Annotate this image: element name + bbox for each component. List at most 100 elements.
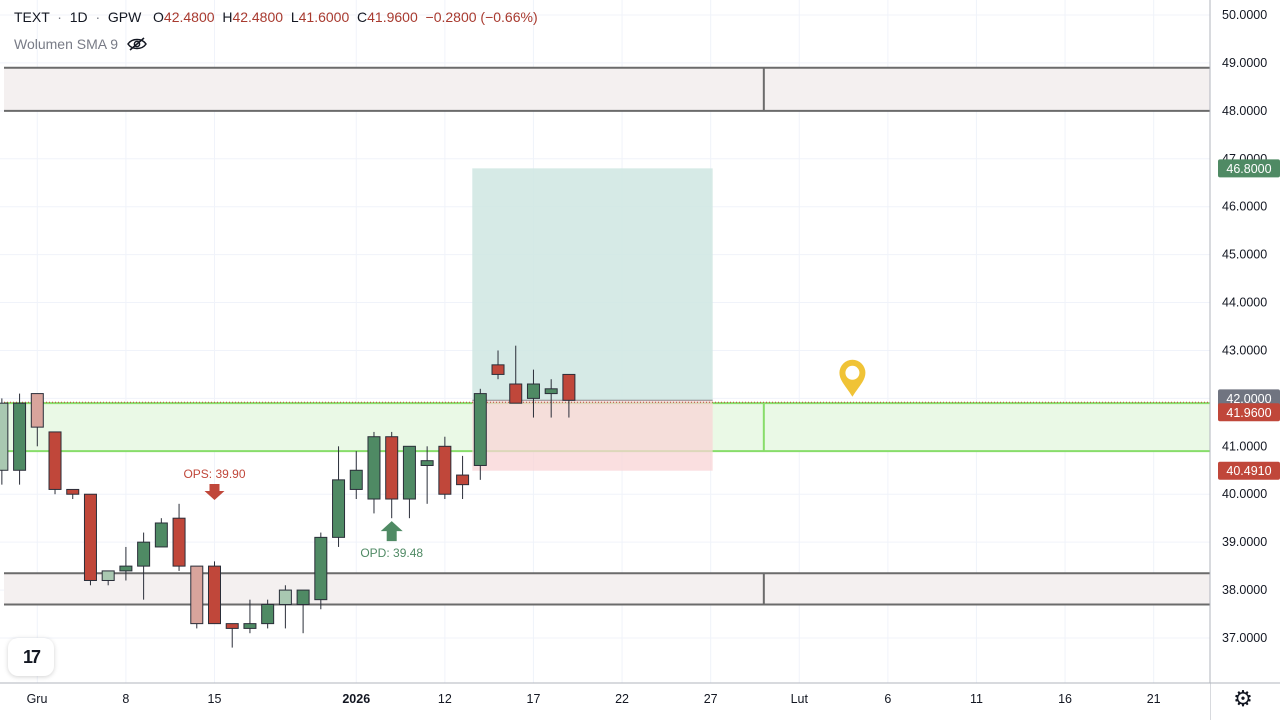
stop-area (472, 400, 713, 471)
price-tick-label: 44.0000 (1222, 296, 1267, 310)
candle (30, 393, 44, 447)
logo-text: 17 (22, 646, 41, 667)
candle-body (509, 383, 523, 404)
close-label: C (357, 9, 368, 25)
candle (0, 398, 9, 485)
candle (190, 565, 204, 629)
candle-body (296, 589, 310, 605)
price-label-box (1218, 389, 1280, 408)
target-area (472, 168, 713, 401)
price-tick-label: 40.0000 (1222, 487, 1267, 501)
candle-body (526, 383, 540, 399)
candle-body (154, 522, 168, 548)
low-value: 41.6000 (298, 9, 350, 25)
candle-body (491, 364, 505, 375)
tradingview-logo-icon[interactable]: 17 (8, 638, 54, 676)
open-label: O (153, 9, 164, 25)
time-tick-label: Lut (791, 692, 809, 706)
candle-body (243, 623, 257, 629)
gear-icon[interactable]: ⚙ (1233, 686, 1253, 711)
time-tick-label: 27 (704, 692, 718, 706)
candle-body (66, 488, 80, 495)
price-axis (1210, 0, 1280, 720)
price-tick-label: 38.0000 (1222, 583, 1267, 597)
interval[interactable]: 1D (69, 9, 88, 25)
candle (208, 561, 221, 625)
candle (66, 488, 80, 500)
candle-body (0, 402, 9, 471)
signal-label: OPS: 39.90 (183, 467, 245, 481)
candle-body (456, 474, 470, 486)
candle-body (101, 570, 115, 581)
price-label-text: 41.9600 (1226, 406, 1271, 420)
candle (402, 445, 416, 519)
candle (119, 546, 133, 581)
price-tick-label: 41.0000 (1222, 439, 1267, 453)
time-tick-label: 17 (527, 692, 541, 706)
time-tick-label: 12 (438, 692, 452, 706)
eye-crossed-icon[interactable] (126, 36, 148, 52)
candle (83, 493, 97, 586)
price-tick-label: 45.0000 (1222, 248, 1267, 262)
candle-body (48, 431, 62, 490)
map-pin-icon (839, 359, 866, 397)
candle (438, 436, 452, 500)
map-pin-hole (845, 365, 860, 380)
candle-body (314, 536, 328, 601)
candle-body (385, 436, 399, 500)
signal-label: OPD: 39.48 (360, 546, 423, 560)
candle-body (190, 565, 204, 625)
time-tick-label: 11 (970, 692, 983, 706)
candle-body (349, 469, 363, 490)
candle-body (261, 603, 275, 625)
candle-body (367, 436, 381, 500)
open-value: 42.4800 (163, 9, 215, 25)
candle (473, 388, 487, 480)
candle-body (30, 393, 44, 428)
price-tick-label: 39.0000 (1222, 535, 1267, 549)
close-value: 41.9600 (367, 9, 418, 25)
resistance-zone (4, 67, 1210, 111)
price-tick-label: 43.0000 (1222, 343, 1267, 357)
candle (101, 570, 115, 586)
candle (562, 373, 576, 418)
candle (243, 599, 257, 634)
time-tick-label: 6 (884, 692, 891, 706)
candle (261, 599, 275, 629)
candle-body (544, 388, 558, 395)
volume-indicator-label: Wolumen SMA 9 (14, 36, 119, 52)
buy-arrow-icon (380, 521, 403, 542)
candle-body (562, 373, 576, 401)
candle-body (402, 445, 416, 500)
candle-body (438, 445, 452, 495)
candle (491, 350, 505, 380)
symbol-legend: TEXT · 1D · GPW O42.4800 H42.4800 L41.60… (14, 9, 538, 25)
candle-body (278, 589, 292, 605)
time-tick-label: 15 (208, 692, 222, 706)
candle-body (208, 565, 221, 625)
low-label: L (290, 9, 299, 25)
price-label-box (1218, 159, 1280, 178)
exchange: GPW (107, 9, 142, 25)
candle (385, 431, 399, 519)
price-tick-label: 46.0000 (1222, 200, 1267, 214)
candle-body (473, 393, 487, 466)
candle (13, 393, 27, 485)
volume-indicator-legend[interactable]: Wolumen SMA 9 (14, 36, 148, 52)
candle (314, 532, 328, 610)
candle (544, 379, 558, 418)
candle (172, 503, 186, 571)
time-tick-label: 8 (122, 692, 129, 706)
candle (456, 455, 470, 500)
time-tick-label: Gru (27, 692, 48, 706)
support-zone (4, 573, 1210, 605)
time-tick-label: 16 (1058, 692, 1072, 706)
candle (526, 369, 540, 418)
symbol-name[interactable]: TEXT (14, 9, 50, 25)
candle-body (172, 517, 186, 567)
candle-body (119, 565, 133, 572)
candle-body (332, 479, 346, 538)
price-tick-label: 49.0000 (1222, 56, 1267, 70)
candle (225, 623, 239, 648)
